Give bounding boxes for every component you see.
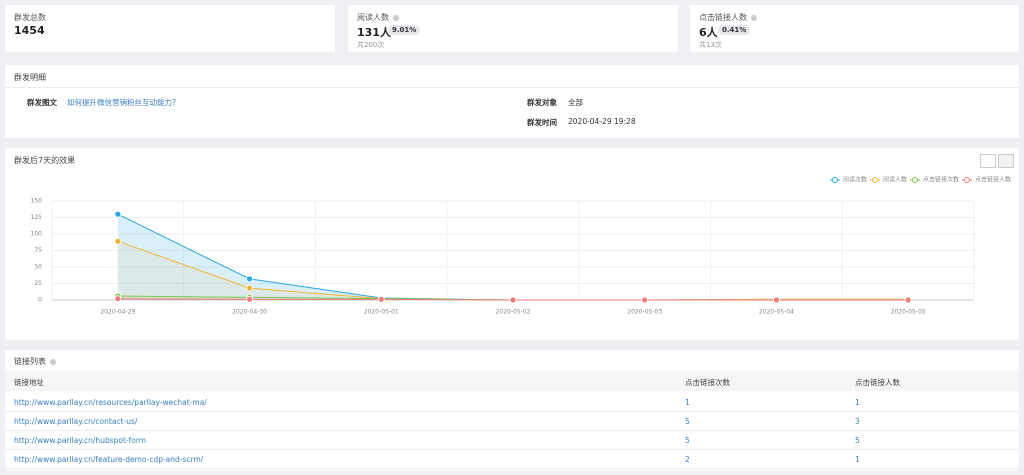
stat-card: 群发总数 1454 [5, 5, 335, 52]
data-point [377, 295, 385, 303]
y-tick-label: 150 [31, 198, 43, 205]
number-cell: 5 [685, 436, 690, 445]
field-value: 全部 [568, 98, 583, 107]
x-tick-label: 2020-05-05 [891, 309, 926, 316]
number-cell: 1 [685, 398, 690, 407]
number-cell: 5 [855, 436, 860, 445]
data-point [246, 295, 253, 303]
data-point [773, 296, 780, 304]
chart-title: 群发后7天的效果 [14, 156, 76, 165]
stat-label: 群发总数 [14, 13, 46, 22]
stat-card: 阅读人数 131人 9.01% 共200次 [348, 5, 678, 52]
y-tick-label: 125 [31, 214, 43, 221]
data-point [246, 275, 253, 283]
number-cell: 1 [855, 455, 860, 464]
info-icon[interactable] [393, 14, 399, 21]
divider [5, 87, 1019, 88]
column-header: 点击链接人数 [855, 378, 900, 387]
row-divider [5, 430, 1019, 431]
field-link[interactable]: 如何提升微信营销粉丝互动能力? [67, 98, 176, 107]
field-value: 2020-04-29 19:28 [568, 117, 636, 126]
legend-label: 阅读次数 [843, 176, 867, 184]
stat-value: 6人 [699, 26, 718, 39]
field-label: 群发时间 [527, 118, 557, 127]
stat-badge: 9.01% [388, 25, 421, 35]
stat-sub: 共200次 [357, 41, 385, 49]
data-point [114, 237, 122, 245]
x-tick-label: 2020-05-01 [364, 309, 399, 316]
data-point [904, 296, 912, 304]
link-cell[interactable]: http://www.parllay.cn/hubspot-form [14, 436, 147, 445]
y-tick-label: 25 [34, 280, 42, 287]
y-tick-label: 75 [34, 247, 42, 254]
number-cell: 2 [685, 455, 690, 464]
y-tick-label: 100 [31, 231, 43, 238]
bar-toggle[interactable] [980, 154, 996, 168]
stat-label: 点击链接人数 [699, 13, 747, 22]
stat-badge: 0.41% [718, 25, 751, 35]
legend-swatch [832, 177, 838, 183]
line-toggle[interactable] [998, 154, 1014, 168]
link-cell[interactable]: http://www.parllay.cn/resources/parllay-… [14, 398, 207, 407]
data-point [114, 210, 122, 218]
row-divider [5, 449, 1019, 450]
data-point [509, 296, 517, 304]
chart: 0 25 50 75 100 125 150 2020-04-29 2020-04-30 2020… [31, 176, 1011, 316]
stat-sub: 共13次 [699, 41, 722, 49]
legend-swatch [912, 177, 918, 183]
column-header: 链接地址 [14, 378, 44, 387]
number-cell: 3 [855, 417, 860, 426]
y-tick-label: 0 [38, 297, 42, 304]
column-header: 点击链接次数 [685, 378, 730, 387]
link-cell[interactable]: http://www.parllay.cn/contact-us/ [14, 417, 138, 426]
info-icon[interactable] [50, 358, 56, 365]
area [117, 214, 909, 300]
stat-label: 阅读人数 [357, 13, 389, 22]
x-tick-label: 2020-04-29 [100, 309, 135, 316]
x-tick-label: 2020-05-03 [627, 309, 662, 316]
section-title: 群发明细 [14, 73, 46, 82]
stat-card: 点击链接人数 6人 0.41% 共13次 [690, 5, 1019, 52]
x-tick-label: 2020-04-30 [232, 309, 267, 316]
number-cell: 5 [685, 417, 690, 426]
x-tick-label: 2020-05-02 [496, 309, 531, 316]
section-title: 链接列表 [14, 357, 46, 366]
data-point [246, 284, 253, 292]
link-cell[interactable]: http://www.parllay.cn/feature-demo-cdp-a… [14, 455, 204, 464]
data-point [641, 296, 649, 304]
legend-swatch [872, 177, 878, 183]
table-header [5, 371, 1019, 391]
legend-swatch [964, 177, 970, 183]
stat-value: 131人 [357, 26, 391, 39]
links-panel: 链接列表 链接地址 点击链接次数 点击链接人数 http://www.parllay.… [5, 350, 1019, 470]
legend-label: 点击链接人数 [975, 176, 1011, 184]
field-label: 群发图文 [27, 98, 57, 107]
detail-panel: 群发明细 群发图文 如何提升微信营销粉丝互动能力? 群发对象 全部 群发时间 2… [5, 65, 1019, 138]
x-tick-label: 2020-05-04 [759, 309, 794, 316]
data-point [114, 295, 122, 303]
row-divider [5, 468, 1019, 469]
stat-value: 1454 [14, 24, 45, 37]
legend-label: 点击链接次数 [923, 176, 959, 184]
y-tick-label: 50 [34, 264, 42, 271]
info-icon[interactable] [751, 14, 757, 21]
row-divider [5, 411, 1019, 412]
number-cell: 1 [855, 398, 860, 407]
legend-label: 阅读人数 [883, 176, 907, 184]
chart-panel: 群发后7天的效果 0 25 50 75 100 125 150 2020-04-29 2020-… [5, 148, 1019, 340]
field-label: 群发对象 [527, 98, 557, 107]
area [117, 241, 909, 300]
